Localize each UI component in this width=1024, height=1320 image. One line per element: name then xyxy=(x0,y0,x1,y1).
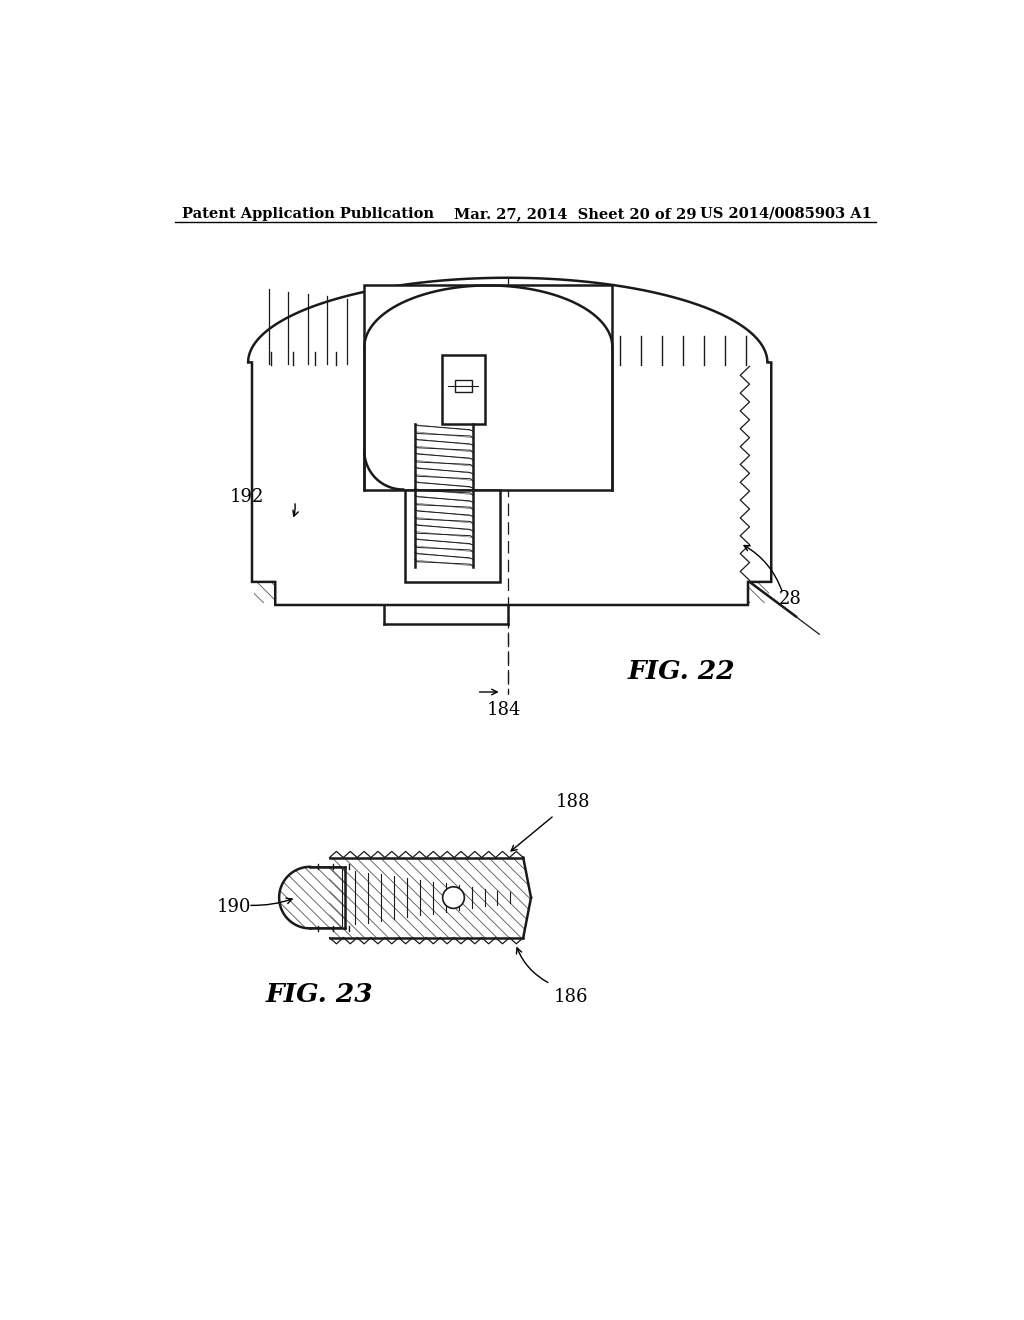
PathPatch shape xyxy=(330,858,531,937)
Text: FIG. 23: FIG. 23 xyxy=(266,982,374,1007)
PathPatch shape xyxy=(280,867,345,928)
Text: 188: 188 xyxy=(556,793,590,812)
Bar xyxy=(442,355,484,424)
Text: US 2014/0085903 A1: US 2014/0085903 A1 xyxy=(700,207,872,220)
Text: 184: 184 xyxy=(486,701,521,719)
PathPatch shape xyxy=(364,490,613,581)
PathPatch shape xyxy=(613,364,769,603)
Text: Patent Application Publication: Patent Application Publication xyxy=(182,207,434,220)
Text: 192: 192 xyxy=(229,488,263,506)
Polygon shape xyxy=(365,285,612,490)
Text: FIG. 22: FIG. 22 xyxy=(628,659,735,684)
Bar xyxy=(455,380,472,392)
Text: 190: 190 xyxy=(217,898,252,916)
Text: Mar. 27, 2014  Sheet 20 of 29: Mar. 27, 2014 Sheet 20 of 29 xyxy=(454,207,696,220)
Text: 186: 186 xyxy=(554,987,589,1006)
Polygon shape xyxy=(248,277,771,605)
Text: 28: 28 xyxy=(779,590,802,607)
PathPatch shape xyxy=(254,364,364,603)
Bar xyxy=(406,490,500,582)
Circle shape xyxy=(442,887,464,908)
